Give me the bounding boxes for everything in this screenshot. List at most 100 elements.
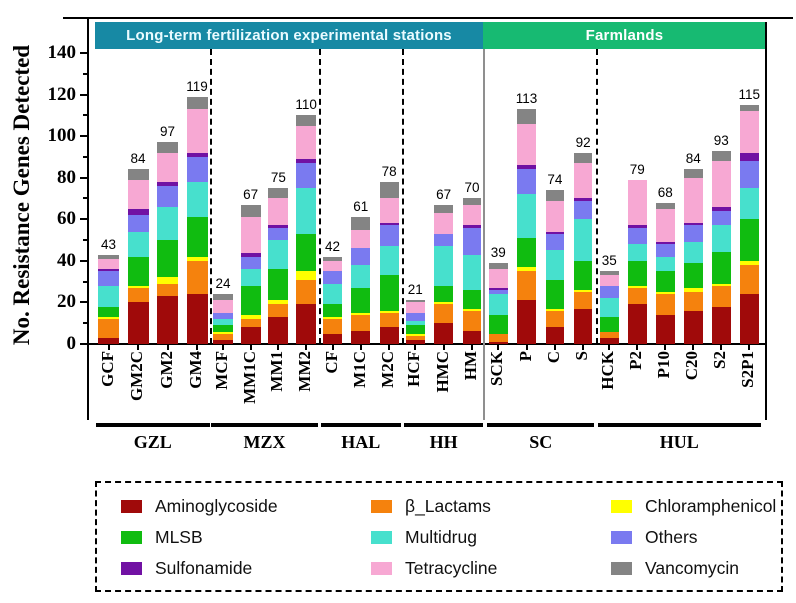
bar-segment-vancomycin [517, 109, 536, 124]
bar-HMC [434, 204, 453, 344]
bar-P2 [628, 179, 647, 344]
bar-segment-β_lactams [684, 291, 703, 311]
bar-MM1C [240, 204, 261, 344]
bar-segment-vancomycin [600, 271, 619, 276]
separator-hal-hh [402, 49, 404, 344]
bar-segment-chloramphenicol [712, 283, 731, 286]
legend-item-sulfonamide: Sulfonamide [121, 558, 371, 579]
bar-segment-tetracycline [379, 198, 399, 224]
bar-segment-aminoglycoside [296, 304, 317, 344]
bar-segment-sulfonamide [186, 152, 208, 157]
bar-segment-mlsb [296, 233, 317, 272]
x-tick-label-HMC: HMC [432, 351, 452, 393]
bar-segment-tetracycline [656, 208, 675, 243]
bar-segment-β_lactams [351, 314, 371, 332]
bar-segment-chloramphenicol [517, 267, 536, 272]
bar-S2P1 [740, 104, 759, 344]
bar-segment-multidrug [545, 250, 565, 280]
bar-segment-tetracycline [573, 163, 593, 199]
region-band-stations: Long-term fertilization experimental sta… [95, 22, 483, 49]
y-major-tick [80, 135, 88, 138]
bar-segment-others [157, 185, 178, 207]
bar-total-M1C: 61 [353, 199, 369, 215]
bar-segment-sulfonamide [98, 269, 119, 272]
bar-MM2 [296, 115, 317, 344]
bar-segment-mlsb [268, 269, 289, 301]
bar-segment-mlsb [489, 314, 508, 334]
x-tick [107, 345, 110, 350]
bar-segment-mlsb [379, 275, 399, 311]
x-tick [249, 345, 252, 350]
bar-segment-mlsb [434, 285, 453, 303]
x-tick-label-CF: CF [321, 351, 341, 374]
bar-segment-others [186, 156, 208, 182]
y-tick-label: 60 [57, 208, 76, 230]
bar-segment-β_lactams [323, 319, 342, 334]
bar-segment-sulfonamide [268, 225, 289, 228]
bar-total-C: 74 [547, 172, 563, 188]
bar-P [517, 109, 536, 344]
bar-segment-β_lactams [489, 333, 508, 342]
bar-segment-chloramphenicol [157, 277, 178, 284]
bar-segment-tetracycline [240, 217, 261, 253]
bar-segment-mlsb [406, 325, 425, 334]
bar-segment-tetracycline [740, 111, 759, 153]
legend-item-tetracycline: Tetracycline [371, 558, 611, 579]
bar-segment-others [489, 289, 508, 295]
separator-regions [483, 49, 485, 420]
x-tick-label-P: P [515, 351, 535, 362]
x-tick-label-HM: HM [461, 351, 481, 381]
bar-segment-sulfonamide [517, 165, 536, 170]
bar-segment-multidrug [268, 240, 289, 270]
bar-segment-sulfonamide [573, 198, 593, 201]
x-tick-label-S2P1: S2P1 [738, 351, 758, 388]
bar-segment-β_lactams [296, 279, 317, 305]
legend-item-mlsb: MLSB [121, 527, 371, 548]
legend-swatch-others [611, 531, 632, 544]
x-tick-label-GM4: GM4 [186, 351, 205, 389]
bar-segment-mlsb [684, 262, 703, 288]
bar-segment-chloramphenicol [573, 289, 593, 292]
bar-segment-β_lactams [545, 310, 565, 328]
x-tick [497, 345, 500, 350]
bar-segment-others [268, 227, 289, 241]
bar-segment-multidrug [462, 254, 482, 290]
bar-segment-chloramphenicol [434, 302, 453, 305]
x-tick-label-S: S [572, 351, 592, 361]
x-tick [720, 345, 723, 350]
bar-HCF [406, 300, 425, 344]
bar-segment-vancomycin [379, 181, 399, 199]
bar-segment-chloramphenicol [98, 316, 119, 320]
bar-segment-others [684, 225, 703, 243]
bar-segment-mlsb [740, 219, 759, 261]
x-tick-label-MM1C: MM1C [239, 351, 259, 404]
legend-box: Aminoglycoside β_Lactams Chloramphenicol ML… [95, 481, 783, 592]
bar-segment-aminoglycoside [489, 341, 508, 344]
bar-segment-others [656, 244, 675, 257]
bar-segment-aminoglycoside [379, 327, 399, 344]
bar-C20 [684, 169, 703, 344]
bar-segment-others [628, 227, 647, 245]
group-underline-HH [404, 423, 484, 427]
bar-segment-chloramphenicol [628, 285, 647, 288]
legend-label: Aminoglycoside [155, 496, 278, 516]
x-tick [748, 345, 751, 350]
bar-segment-β_lactams [462, 310, 482, 332]
bar-total-GM2C: 84 [130, 151, 146, 167]
bar-segment-others [517, 169, 536, 195]
separator-gzl-mzx [210, 49, 212, 344]
bar-segment-β_lactams [434, 304, 453, 324]
bar-segment-tetracycline [434, 213, 453, 234]
legend-item-β_lactams: β_Lactams [371, 496, 611, 517]
group-label-HH: HH [429, 432, 458, 452]
bar-segment-others [462, 227, 482, 255]
y-major-tick [80, 301, 88, 304]
y-minor-tick [83, 114, 88, 117]
bar-segment-vancomycin [406, 300, 425, 303]
bar-segment-tetracycline [186, 109, 208, 153]
x-axis-line [87, 343, 767, 345]
x-tick [196, 345, 198, 350]
x-tick [388, 345, 391, 350]
y-major-tick [80, 93, 88, 96]
bar-segment-multidrug [296, 188, 317, 234]
